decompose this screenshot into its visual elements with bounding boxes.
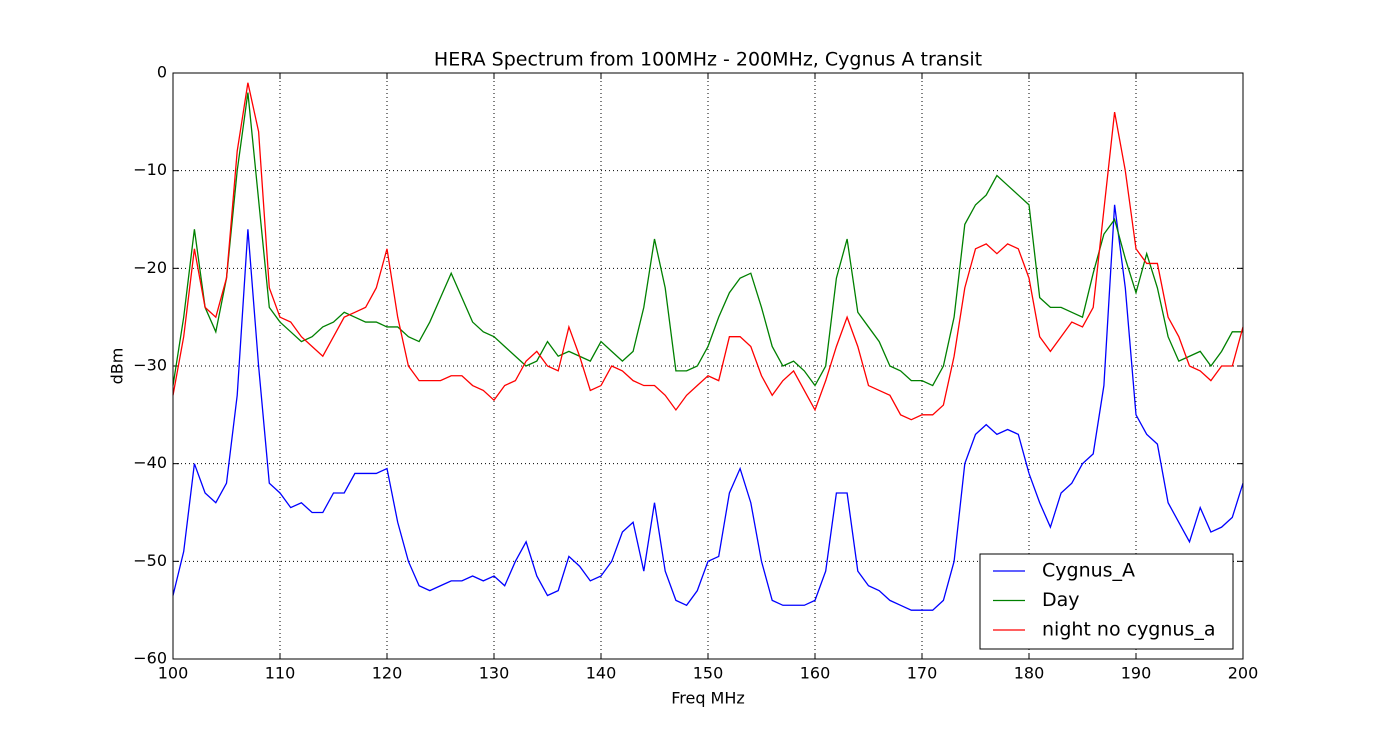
y-tick-label: 0 (157, 63, 167, 82)
x-tick-label: 200 (1228, 664, 1259, 683)
x-tick-label: 160 (800, 664, 831, 683)
legend-box (979, 553, 1234, 650)
x-tick-label: 140 (586, 664, 617, 683)
data-line (172, 92, 1243, 387)
x-tick-label: 150 (693, 664, 724, 683)
x-tick-label: 120 (372, 664, 403, 683)
plot-frame (172, 72, 1244, 660)
x-tick-label: 170 (907, 664, 938, 683)
x-tick-label: 130 (479, 664, 510, 683)
y-axis-label: dBm (108, 348, 127, 385)
y-tick-label: −40 (133, 453, 167, 472)
legend-label: Cygnus_A (1042, 560, 1135, 582)
x-axis-label: Freq MHz (671, 689, 745, 708)
y-tick-label: −60 (133, 649, 167, 668)
x-tick-label: 110 (265, 664, 296, 683)
legend-label: Day (1042, 589, 1080, 611)
y-tick-label: −30 (133, 356, 167, 375)
legend-label: night no cygnus_a (1042, 619, 1216, 641)
x-tick-label: 180 (1014, 664, 1045, 683)
x-tick-label: 100 (158, 664, 189, 683)
chart-title: HERA Spectrum from 100MHz - 200MHz, Cygn… (434, 49, 982, 71)
x-tick-label: 190 (1121, 664, 1152, 683)
y-tick-label: −10 (133, 160, 167, 179)
data-line (172, 204, 1244, 611)
data-line (172, 82, 1244, 421)
y-tick-label: −50 (133, 551, 167, 570)
y-tick-label: −20 (133, 258, 167, 277)
